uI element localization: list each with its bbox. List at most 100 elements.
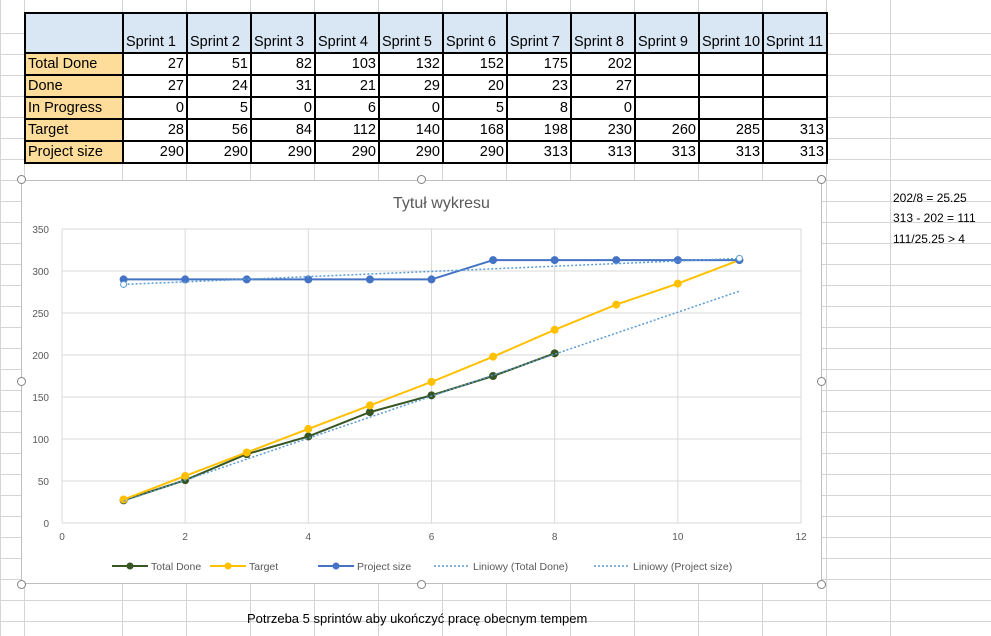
value-cell[interactable] [697, 52, 765, 76]
legend-entry[interactable]: Liniowy (Project size) [594, 561, 732, 573]
chart-resize-handle-top-right[interactable] [817, 175, 826, 184]
value-cell[interactable]: 112 [314, 118, 380, 142]
column-header-cell[interactable]: Sprint 10 [697, 12, 765, 54]
value-cell[interactable]: 6 [314, 96, 380, 120]
value-cell[interactable]: 313 [762, 140, 829, 164]
calculation-cell[interactable]: 111/25.25 > 4 [893, 232, 965, 246]
legend-entry[interactable]: Total Done [112, 561, 201, 573]
value-cell[interactable]: 23 [506, 74, 572, 98]
legend-entry[interactable]: Project size [318, 561, 411, 573]
value-cell[interactable]: 0 [250, 96, 316, 120]
series-line[interactable] [123, 352, 556, 502]
table-corner-cell[interactable] [24, 12, 124, 54]
row-label-cell[interactable]: In Progress [24, 96, 124, 120]
value-cell[interactable]: 27 [122, 74, 188, 98]
value-cell[interactable]: 8 [506, 96, 572, 120]
column-header-cell[interactable]: Sprint 6 [442, 12, 508, 54]
value-cell[interactable]: 290 [186, 140, 252, 164]
row-label-cell[interactable]: Total Done [24, 52, 124, 76]
value-cell[interactable]: 56 [186, 118, 252, 142]
value-cell[interactable]: 27 [122, 52, 188, 76]
data-point[interactable] [181, 275, 190, 284]
value-cell[interactable]: 0 [122, 96, 188, 120]
data-point[interactable] [304, 424, 313, 433]
chart-resize-handle-bottom-right[interactable] [817, 580, 826, 589]
value-cell[interactable]: 84 [250, 118, 316, 142]
chart-resize-handle-top-left[interactable] [17, 175, 26, 184]
value-cell[interactable] [634, 74, 700, 98]
value-cell[interactable] [697, 96, 765, 120]
row-label-cell[interactable]: Project size [24, 140, 124, 164]
chart-resize-handle-top-center[interactable] [417, 175, 426, 184]
value-cell[interactable]: 21 [314, 74, 380, 98]
data-point[interactable] [365, 401, 374, 410]
value-cell[interactable]: 290 [442, 140, 508, 164]
legend-entry[interactable]: Liniowy (Total Done) [434, 561, 568, 573]
conclusion-cell[interactable]: Potrzeba 5 sprintów aby ukończyć pracę o… [247, 611, 588, 626]
calculation-cell[interactable]: 313 - 202 = 111 [893, 211, 976, 225]
column-header-cell[interactable]: Sprint 3 [250, 12, 316, 54]
value-cell[interactable]: 290 [250, 140, 316, 164]
value-cell[interactable]: 28 [122, 118, 188, 142]
calculation-cell[interactable]: 202/8 = 25.25 [893, 191, 967, 205]
column-header-cell[interactable]: Sprint 8 [570, 12, 636, 54]
value-cell[interactable]: 20 [442, 74, 508, 98]
row-label-cell[interactable]: Target [24, 118, 124, 142]
value-cell[interactable]: 29 [378, 74, 444, 98]
value-cell[interactable]: 0 [378, 96, 444, 120]
value-cell[interactable] [697, 74, 765, 98]
data-point[interactable] [242, 448, 251, 457]
value-cell[interactable]: 260 [634, 118, 700, 142]
value-cell[interactable]: 290 [314, 140, 380, 164]
value-cell[interactable]: 82 [250, 52, 316, 76]
data-point[interactable] [427, 391, 436, 400]
value-cell[interactable]: 313 [634, 140, 700, 164]
data-point[interactable] [365, 408, 374, 417]
value-cell[interactable]: 285 [697, 118, 765, 142]
value-cell[interactable]: 290 [378, 140, 444, 164]
data-point[interactable] [242, 275, 251, 284]
value-cell[interactable]: 0 [570, 96, 636, 120]
value-cell[interactable]: 27 [570, 74, 636, 98]
value-cell[interactable]: 313 [570, 140, 636, 164]
data-point[interactable] [550, 256, 559, 265]
value-cell[interactable] [634, 52, 700, 76]
value-cell[interactable]: 168 [442, 118, 508, 142]
value-cell[interactable]: 313 [697, 140, 765, 164]
value-cell[interactable] [634, 96, 700, 120]
chart-resize-handle-middle-right[interactable] [817, 377, 826, 386]
value-cell[interactable]: 31 [250, 74, 316, 98]
data-point[interactable] [673, 279, 682, 288]
data-point[interactable] [673, 256, 682, 265]
row-label-cell[interactable]: Done [24, 74, 124, 98]
value-cell[interactable]: 24 [186, 74, 252, 98]
value-cell[interactable]: 313 [762, 118, 829, 142]
column-header-cell[interactable]: Sprint 1 [122, 12, 188, 54]
value-cell[interactable]: 230 [570, 118, 636, 142]
data-point[interactable] [612, 300, 621, 309]
legend-entry[interactable]: Target [210, 561, 278, 573]
column-header-cell[interactable]: Sprint 9 [634, 12, 700, 54]
value-cell[interactable]: 51 [186, 52, 252, 76]
value-cell[interactable]: 290 [122, 140, 188, 164]
trendline[interactable] [123, 290, 740, 502]
data-point[interactable] [427, 275, 436, 284]
column-header-cell[interactable]: Sprint 11 [762, 12, 829, 54]
value-cell[interactable]: 103 [314, 52, 380, 76]
data-point[interactable] [489, 256, 498, 265]
column-header-cell[interactable]: Sprint 2 [186, 12, 252, 54]
chart-resize-handle-bottom-left[interactable] [17, 580, 26, 589]
data-point[interactable] [181, 471, 190, 480]
data-point[interactable] [365, 275, 374, 284]
value-cell[interactable]: 5 [186, 96, 252, 120]
value-cell[interactable]: 198 [506, 118, 572, 142]
value-cell[interactable]: 140 [378, 118, 444, 142]
column-header-cell[interactable]: Sprint 5 [378, 12, 444, 54]
value-cell[interactable]: 5 [442, 96, 508, 120]
data-point[interactable] [489, 352, 498, 361]
value-cell[interactable]: 313 [506, 140, 572, 164]
data-point[interactable] [550, 325, 559, 334]
data-point[interactable] [427, 377, 436, 386]
value-cell[interactable]: 132 [378, 52, 444, 76]
trendline[interactable] [123, 257, 740, 286]
